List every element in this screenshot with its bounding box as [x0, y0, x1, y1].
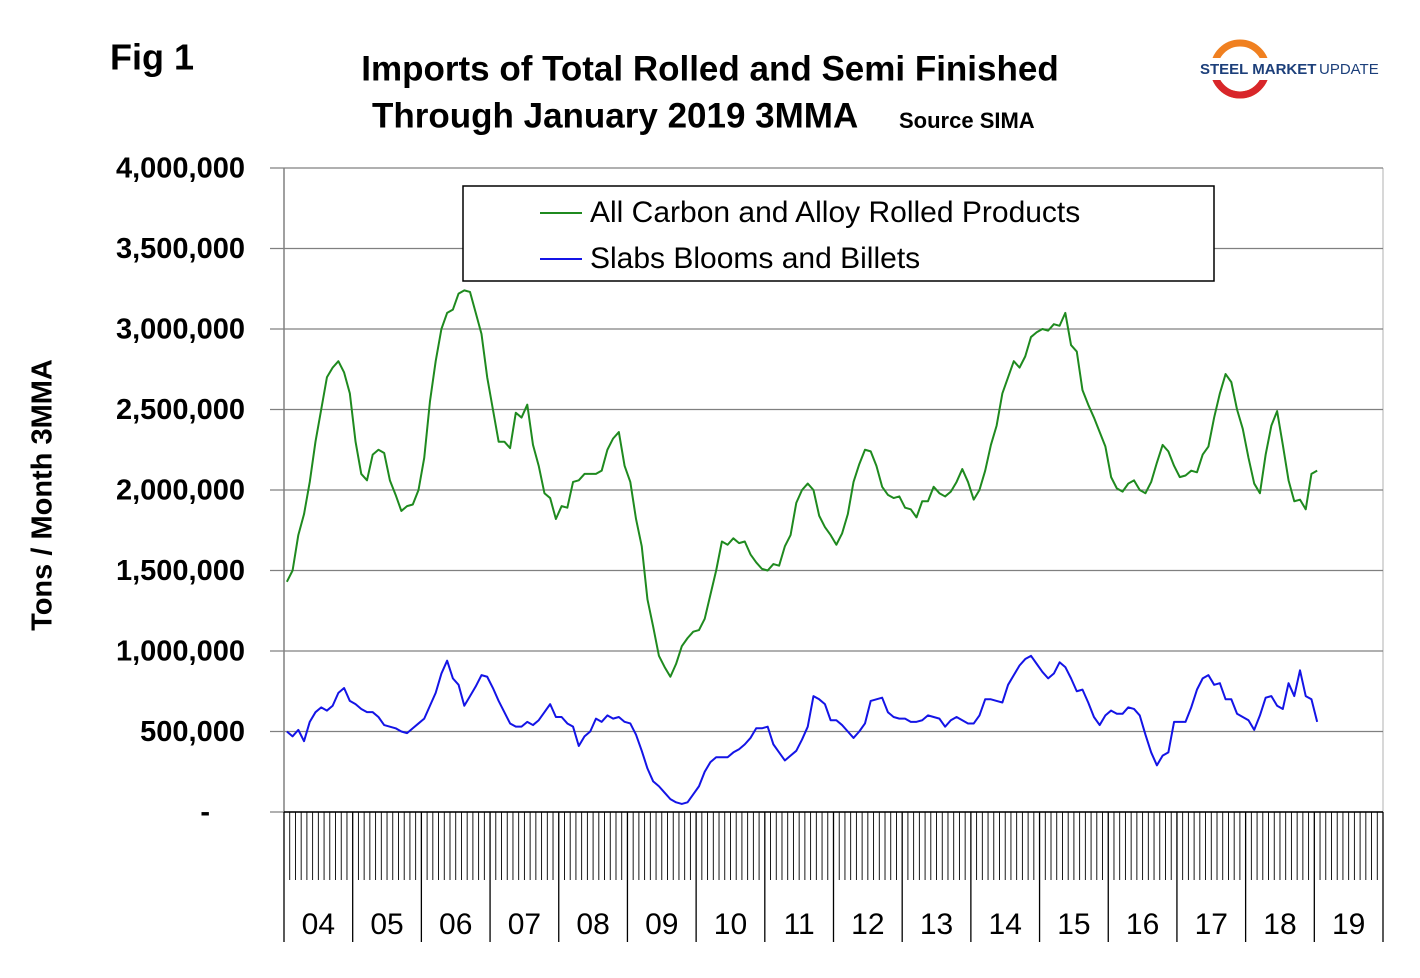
y-tick-label: 1,500,000 [116, 555, 245, 587]
y-tick-label: 500,000 [140, 716, 245, 748]
y-tick-label: 3,500,000 [116, 233, 245, 265]
x-tick-label: 12 [851, 908, 884, 941]
y-tick-label: 4,000,000 [116, 153, 245, 185]
x-tick-label: 14 [989, 908, 1022, 941]
legend-items: All Carbon and Alloy Rolled Products Slab… [540, 196, 1080, 275]
x-tick-label: 18 [1263, 908, 1296, 941]
series-line [285, 289, 1318, 678]
x-tick-label: 11 [784, 908, 815, 941]
x-tick-label: 19 [1332, 908, 1365, 941]
legend: All Carbon and Alloy Rolled Products Slab… [462, 185, 1215, 282]
plot-area: - 500,000 1,000,000 1,500,000 2,000,000 2,500… [116, 153, 1384, 942]
x-tick-label: 06 [439, 908, 472, 941]
series-line [286, 654, 1319, 805]
legend-label: All Carbon and Alloy Rolled Products [590, 196, 1080, 229]
x-tick-label: 10 [714, 908, 747, 941]
y-tick-label: - [200, 797, 210, 829]
y-tick-label: 2,000,000 [116, 475, 245, 507]
figure-label: Fig 1 [110, 37, 194, 78]
x-tick-label: 08 [576, 908, 609, 941]
x-tick-label: 09 [645, 908, 678, 941]
logo: STEEL MARKET UPDATE [1196, 39, 1396, 99]
y-axis-label: Tons / Month 3MMA [27, 359, 59, 631]
logo-bold: STEEL MARKET [1200, 61, 1316, 78]
y-tick-label: 2,500,000 [116, 394, 245, 426]
logo-band [1196, 58, 1396, 80]
x-tick-label: 05 [370, 908, 403, 941]
legend-label: Slabs Blooms and Billets [590, 242, 920, 275]
logo-light: UPDATE [1319, 61, 1379, 78]
x-tick-label: 16 [1126, 908, 1159, 941]
chart-title: Imports of Total Rolled and Semi Finishe… [361, 49, 1058, 88]
y-tick-label: 3,000,000 [116, 314, 245, 346]
y-tick-label: 1,000,000 [116, 636, 245, 668]
x-tick-label: 13 [920, 908, 953, 941]
source-note: Source SIMA [899, 108, 1035, 133]
x-tick-label: 15 [1057, 908, 1090, 941]
x-tick-label: 17 [1195, 908, 1228, 941]
x-tick-label: 07 [508, 908, 541, 941]
x-tick-label: 04 [302, 908, 335, 941]
chart-subtitle: Through January 2019 3MMA [372, 96, 858, 135]
legend-box [462, 185, 1215, 282]
